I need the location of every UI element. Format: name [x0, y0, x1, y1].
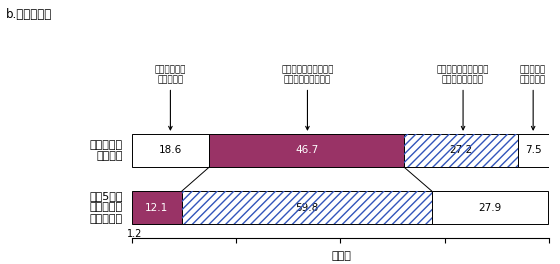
Text: 27.2: 27.2 [449, 145, 473, 155]
Bar [182, 191, 432, 224]
Bar [517, 134, 549, 167]
Bar [132, 191, 182, 224]
Text: b.組織階層面: b.組織階層面 [6, 8, 52, 21]
Bar [209, 134, 404, 167]
Text: 18.6: 18.6 [159, 145, 182, 155]
Text: 組織階層が
簡素な組織: 組織階層が 簡素な組織 [520, 65, 546, 130]
Text: どちらかといえば組織
階層が多段階な組織: どちらかといえば組織 階層が多段階な組織 [281, 65, 334, 130]
Text: 7.5: 7.5 [525, 145, 542, 155]
Text: （％）: （％） [332, 251, 352, 261]
Bar [404, 134, 517, 167]
Text: 12.1: 12.1 [145, 202, 169, 213]
Bar [432, 191, 548, 224]
Bar [182, 191, 432, 224]
Bar [404, 134, 517, 167]
Text: 27.9: 27.9 [478, 202, 501, 213]
Text: 46.7: 46.7 [295, 145, 318, 155]
Text: 1.2: 1.2 [128, 229, 143, 239]
Text: 組織階層が多
段階な組織: 組織階層が多 段階な組織 [155, 65, 186, 130]
Text: 59.8: 59.8 [295, 202, 319, 213]
Text: どちらかといえば組織
階層が簡素な組織: どちらかといえば組織 階層が簡素な組織 [437, 65, 489, 130]
Bar [132, 134, 209, 167]
